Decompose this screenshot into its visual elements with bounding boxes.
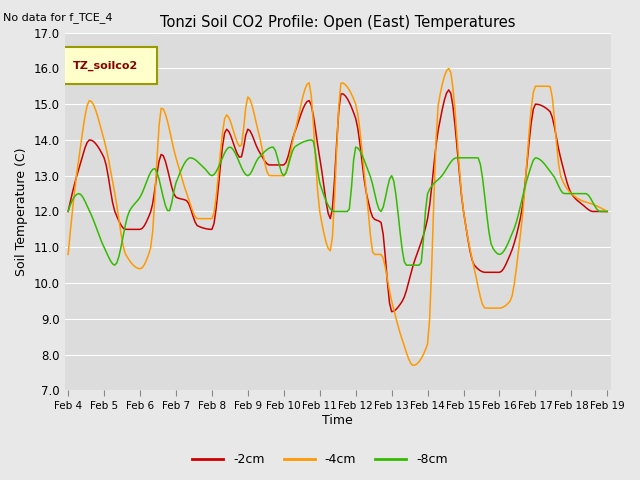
-2cm bbox=[604, 209, 611, 215]
-4cm bbox=[64, 252, 72, 257]
-8cm bbox=[263, 147, 271, 153]
-4cm bbox=[263, 168, 271, 174]
X-axis label: Time: Time bbox=[323, 414, 353, 427]
Text: TZ_soilco2: TZ_soilco2 bbox=[73, 60, 138, 71]
-8cm bbox=[269, 144, 277, 150]
-2cm bbox=[234, 151, 241, 156]
-8cm bbox=[506, 236, 514, 241]
-2cm bbox=[388, 309, 396, 314]
-8cm bbox=[604, 209, 611, 215]
-8cm bbox=[234, 155, 241, 160]
FancyBboxPatch shape bbox=[62, 47, 157, 84]
-4cm bbox=[234, 140, 241, 145]
-2cm bbox=[263, 161, 271, 167]
-2cm bbox=[331, 177, 339, 182]
-8cm bbox=[64, 209, 72, 215]
-4cm bbox=[445, 66, 452, 72]
Line: -2cm: -2cm bbox=[68, 90, 607, 312]
-8cm bbox=[299, 139, 307, 145]
-2cm bbox=[445, 87, 452, 93]
-4cm bbox=[409, 362, 417, 368]
-2cm bbox=[64, 209, 72, 215]
-2cm bbox=[506, 252, 514, 258]
-8cm bbox=[307, 137, 315, 143]
-4cm bbox=[269, 173, 277, 179]
Line: -4cm: -4cm bbox=[68, 69, 607, 365]
-4cm bbox=[299, 94, 307, 99]
-4cm bbox=[331, 195, 339, 201]
Text: No data for f_TCE_4: No data for f_TCE_4 bbox=[3, 12, 113, 23]
-8cm bbox=[403, 262, 410, 268]
Legend: -2cm, -4cm, -8cm: -2cm, -4cm, -8cm bbox=[187, 448, 453, 471]
-2cm bbox=[299, 107, 307, 112]
Title: Tonzi Soil CO2 Profile: Open (East) Temperatures: Tonzi Soil CO2 Profile: Open (East) Temp… bbox=[160, 15, 515, 30]
-4cm bbox=[506, 298, 514, 304]
Y-axis label: Soil Temperature (C): Soil Temperature (C) bbox=[15, 147, 28, 276]
-2cm bbox=[269, 162, 277, 168]
-8cm bbox=[333, 209, 340, 215]
-4cm bbox=[604, 209, 611, 215]
Line: -8cm: -8cm bbox=[68, 140, 607, 265]
